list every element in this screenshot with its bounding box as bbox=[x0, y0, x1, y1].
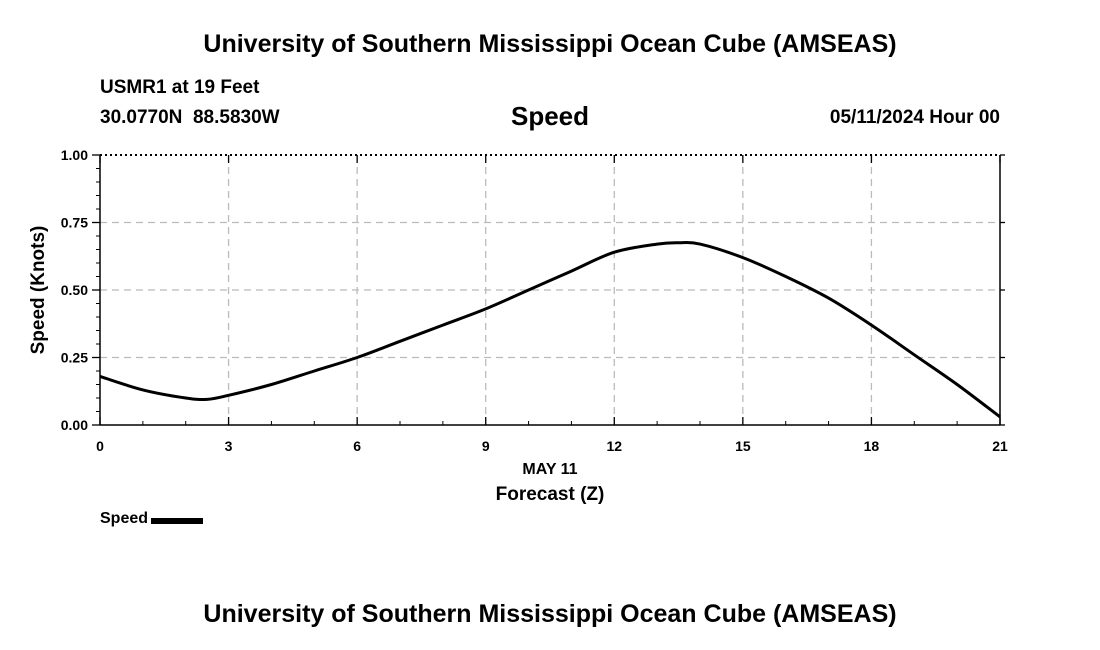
x-tick-label: 15 bbox=[735, 438, 751, 454]
legend-label: Speed bbox=[100, 510, 149, 527]
variable-title: Speed bbox=[510, 101, 590, 131]
y-axis-label: Speed (Knots) bbox=[28, 226, 49, 355]
chart-title-top: University of Southern Mississippi Ocean… bbox=[203, 30, 897, 58]
y-tick-label: 0.00 bbox=[61, 417, 88, 433]
x-tick-label: 9 bbox=[482, 438, 490, 454]
x-tick-label: 21 bbox=[992, 438, 1008, 454]
x-tick-label: 6 bbox=[353, 438, 361, 454]
station-label: USMR1 at 19 Feet bbox=[100, 77, 260, 98]
y-tick-label: 0.75 bbox=[61, 215, 88, 231]
legend: Speed bbox=[100, 510, 204, 528]
y-tick-label: 0.50 bbox=[61, 282, 88, 298]
legend-swatch bbox=[151, 517, 204, 524]
x-tick-label: 18 bbox=[864, 438, 880, 454]
y-tick-label: 0.25 bbox=[61, 350, 88, 366]
x-tick-label: 0 bbox=[96, 438, 104, 454]
x-tick-label: 12 bbox=[606, 438, 622, 454]
datetime-label: 05/11/2024 Hour 00 bbox=[829, 107, 1000, 128]
y-tick-label: 1.00 bbox=[61, 147, 88, 163]
x-axis-label: Forecast (Z) bbox=[496, 484, 605, 505]
x-axis-date-label: MAY 11 bbox=[522, 461, 577, 478]
series-line-speed bbox=[99, 240, 1001, 419]
coordinates-label: 30.0770N 88.5830W bbox=[100, 107, 280, 128]
x-tick-label: 3 bbox=[225, 438, 233, 454]
chart-title-bottom: University of Southern Mississippi Ocean… bbox=[203, 600, 897, 628]
